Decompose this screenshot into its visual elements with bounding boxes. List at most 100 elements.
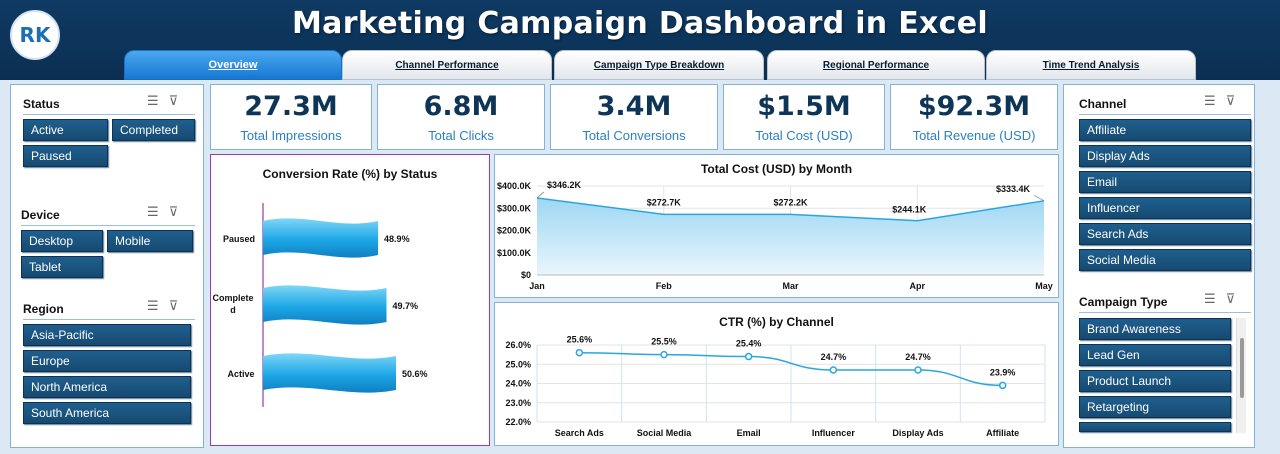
x-tick-label: Email bbox=[737, 428, 761, 438]
y-tick-label: 23.0% bbox=[505, 398, 531, 408]
x-tick-label: Social Media bbox=[637, 428, 693, 438]
x-tick-label: Mar bbox=[782, 281, 799, 291]
campaign-lead-gen-button[interactable]: Lead Gen bbox=[1079, 344, 1231, 366]
device-desktop-button[interactable]: Desktop bbox=[21, 230, 103, 252]
data-label: $272.2K bbox=[773, 197, 808, 207]
channel-display-ads-button[interactable]: Display Ads bbox=[1079, 145, 1251, 167]
data-point bbox=[829, 366, 838, 374]
clear-filter-icon[interactable]: ⊽ bbox=[1225, 292, 1246, 307]
ctr-plot: 22.0% 23.0% 24.0% 25.0% 26.0% 25.6% Search Ads… bbox=[505, 335, 1046, 438]
rk-logo-icon: RK bbox=[10, 10, 60, 60]
tab-regional-performance[interactable]: Regional Performance bbox=[767, 50, 985, 80]
campaign-more-button-partial[interactable] bbox=[1079, 422, 1231, 432]
left-slicer-panel: Status ☰⊽ Active Completed Paused Device… bbox=[10, 84, 204, 448]
status-completed-button[interactable]: Completed bbox=[112, 119, 195, 141]
kpi-value: 6.8M bbox=[423, 91, 499, 122]
x-tick-label: Feb bbox=[656, 281, 673, 291]
divider bbox=[1079, 312, 1251, 313]
scrollbar-thumb[interactable] bbox=[1240, 338, 1244, 398]
total-cost-plot: $0 $100.0K $200.0K $300.0K $400.0K $346.2K Jan… bbox=[497, 180, 1053, 291]
data-label: $333.4K bbox=[996, 184, 1031, 194]
x-tick-label: Affiliate bbox=[986, 428, 1019, 438]
y-tick-label: $200.0K bbox=[497, 226, 532, 236]
x-tick-label: Search Ads bbox=[555, 428, 604, 438]
channel-slicer-title: Channel bbox=[1079, 97, 1127, 111]
campaign-type-slicer-tools: ☰⊽ bbox=[1204, 292, 1245, 307]
kpi-total-revenue: $92.3M Total Revenue (USD) bbox=[890, 84, 1058, 150]
divider bbox=[23, 114, 195, 115]
channel-influencer-button[interactable]: Influencer bbox=[1079, 197, 1251, 219]
kpi-value: $92.3M bbox=[917, 91, 1031, 122]
region-south-america-button[interactable]: South America bbox=[23, 402, 191, 424]
multi-select-icon[interactable]: ☰ bbox=[147, 205, 169, 220]
region-asia-pacific-button[interactable]: Asia-Pacific bbox=[23, 324, 191, 346]
device-mobile-button[interactable]: Mobile bbox=[107, 230, 193, 252]
data-label: 24.7% bbox=[821, 352, 847, 362]
multi-select-icon[interactable]: ☰ bbox=[1204, 292, 1226, 307]
divider bbox=[23, 319, 195, 320]
total-cost-chart: Total Cost (USD) by Month $0 $100.0K $200.… bbox=[494, 154, 1059, 298]
clear-filter-icon[interactable]: ⊽ bbox=[168, 205, 189, 220]
y-tick-label: 25.0% bbox=[505, 359, 531, 369]
bar-paused bbox=[263, 218, 379, 258]
campaign-type-scrollbar[interactable] bbox=[1236, 318, 1246, 433]
x-tick-label: Influencer bbox=[812, 428, 856, 438]
kpi-label: Total Cost (USD) bbox=[755, 128, 853, 143]
chart-title: CTR (%) by Channel bbox=[719, 315, 834, 329]
status-paused-button[interactable]: Paused bbox=[23, 145, 108, 167]
region-slicer-title: Region bbox=[23, 302, 64, 316]
channel-affiliate-button[interactable]: Affiliate bbox=[1079, 119, 1251, 141]
conversion-rate-plot: 48.9% 49.7% 50.6% Paused Complete d Active bbox=[212, 203, 428, 407]
region-north-america-button[interactable]: North America bbox=[23, 376, 191, 398]
kpi-label: Total Revenue (USD) bbox=[912, 128, 1036, 143]
multi-select-icon[interactable]: ☰ bbox=[1204, 94, 1226, 109]
region-europe-button[interactable]: Europe bbox=[23, 350, 191, 372]
tab-time-trend-analysis[interactable]: Time Trend Analysis bbox=[986, 50, 1196, 80]
data-label: 24.7% bbox=[905, 352, 931, 362]
ctr-chart: CTR (%) by Channel 22.0% 23.0% 24.0% 25.0% 2… bbox=[494, 302, 1059, 446]
chart-title: Conversion Rate (%) by Status bbox=[262, 167, 438, 181]
x-tick-label: Apr bbox=[910, 281, 926, 291]
campaign-product-launch-button[interactable]: Product Launch bbox=[1079, 370, 1231, 392]
device-slicer-tools: ☰⊽ bbox=[147, 205, 188, 220]
kpi-value: 3.4M bbox=[596, 91, 672, 122]
tab-overview[interactable]: Overview bbox=[124, 50, 342, 80]
status-active-button[interactable]: Active bbox=[23, 119, 108, 141]
kpi-label: Total Conversions bbox=[582, 128, 686, 143]
data-point bbox=[998, 381, 1007, 390]
clear-filter-icon[interactable]: ⊽ bbox=[1225, 94, 1246, 109]
multi-select-icon[interactable]: ☰ bbox=[147, 94, 169, 109]
data-label: 25.6% bbox=[567, 335, 593, 345]
multi-select-icon[interactable]: ☰ bbox=[147, 299, 169, 314]
kpi-value: $1.5M bbox=[757, 91, 851, 122]
region-slicer-tools: ☰⊽ bbox=[147, 299, 188, 314]
campaign-retargeting-button[interactable]: Retargeting bbox=[1079, 396, 1231, 418]
series-line bbox=[536, 197, 1045, 222]
tab-channel-performance[interactable]: Channel Performance bbox=[342, 50, 552, 80]
channel-search-ads-button[interactable]: Search Ads bbox=[1079, 223, 1251, 245]
data-label: $272.7K bbox=[647, 197, 682, 207]
right-slicer-panel: Channel ☰⊽ Affiliate Display Ads Email I… bbox=[1063, 84, 1255, 448]
data-label: 48.9% bbox=[384, 234, 410, 244]
area-fill bbox=[537, 197, 1044, 275]
clear-filter-icon[interactable]: ⊽ bbox=[168, 94, 189, 109]
page-title: Marketing Campaign Dashboard in Excel bbox=[292, 6, 988, 41]
device-tablet-button[interactable]: Tablet bbox=[21, 256, 103, 278]
data-label: 50.6% bbox=[402, 369, 428, 379]
data-label: $346.2K bbox=[547, 180, 582, 190]
data-point bbox=[660, 350, 668, 359]
divider bbox=[21, 225, 195, 226]
y-tick-label: $100.0K bbox=[497, 248, 532, 258]
data-point bbox=[744, 352, 753, 361]
clear-filter-icon[interactable]: ⊽ bbox=[168, 299, 189, 314]
bar-active bbox=[263, 353, 396, 393]
kpi-total-impressions: 27.3M Total Impressions bbox=[210, 84, 372, 150]
kpi-total-cost: $1.5M Total Cost (USD) bbox=[723, 84, 885, 150]
data-label: 49.7% bbox=[393, 301, 419, 311]
x-tick-label: Display Ads bbox=[892, 428, 943, 438]
channel-social-media-button[interactable]: Social Media bbox=[1079, 249, 1251, 271]
channel-email-button[interactable]: Email bbox=[1079, 171, 1251, 193]
kpi-label: Total Clicks bbox=[428, 128, 494, 143]
tab-campaign-type-breakdown[interactable]: Campaign Type Breakdown bbox=[554, 50, 764, 80]
campaign-brand-awareness-button[interactable]: Brand Awareness bbox=[1079, 318, 1231, 340]
